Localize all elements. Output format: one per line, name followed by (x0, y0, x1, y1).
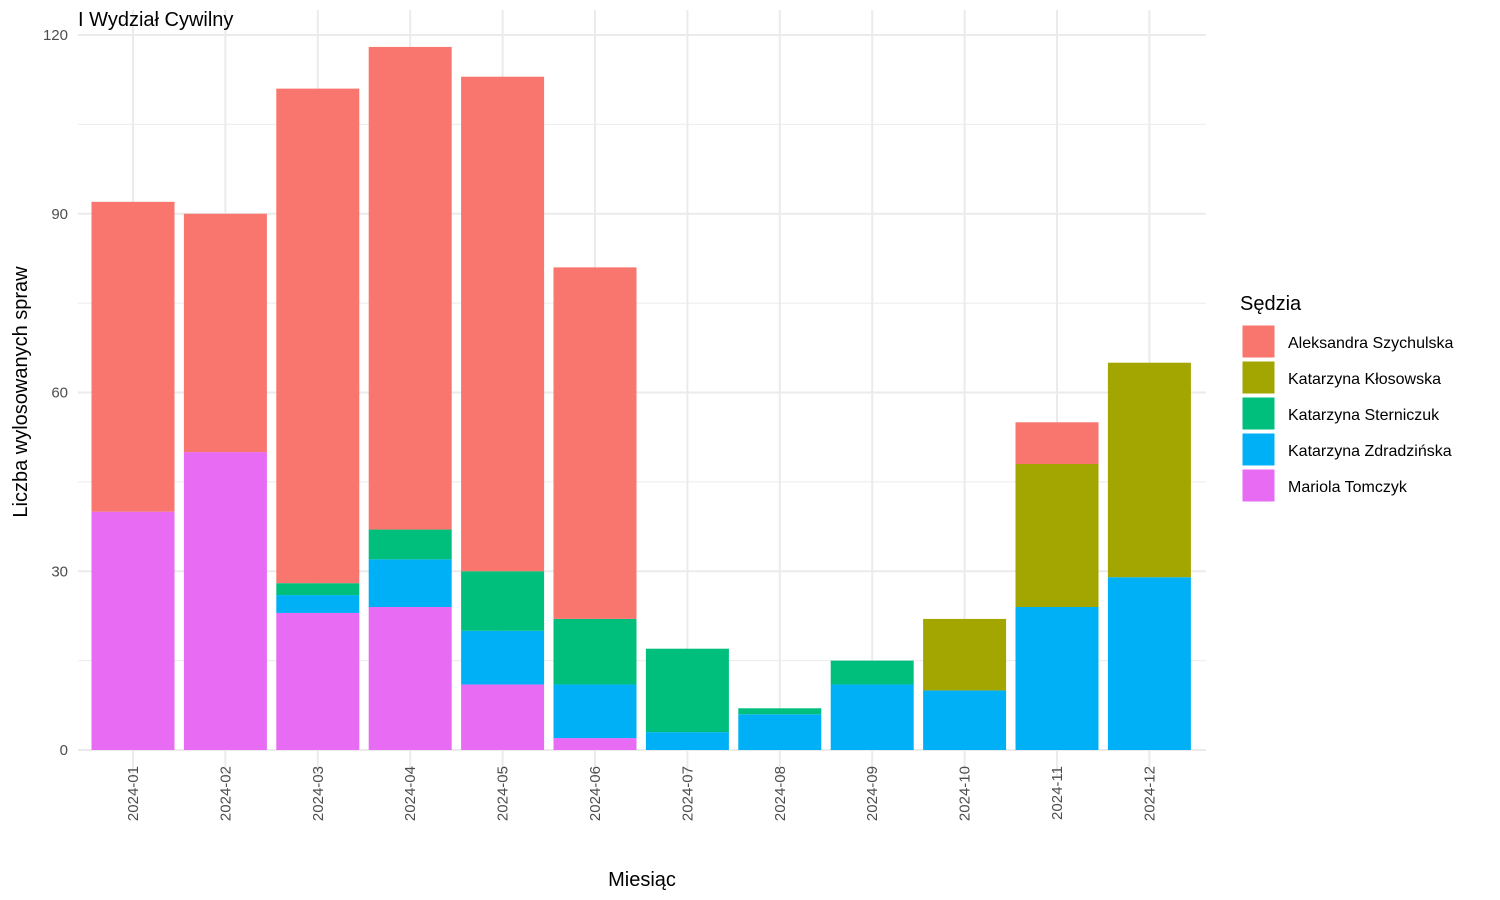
x-tick-label: 2024-08 (772, 766, 789, 821)
bar-segment (1015, 464, 1099, 607)
x-tick-label: 2024-05 (495, 766, 512, 821)
bar-segment (738, 708, 822, 715)
legend-label: Katarzyna Kłosowska (1288, 371, 1441, 388)
bar-segment (91, 201, 175, 512)
bar-segment (276, 612, 360, 750)
bar-segment (461, 684, 545, 750)
bar-segment (738, 714, 822, 750)
legend-label: Katarzyna Sterniczuk (1288, 407, 1440, 424)
bar-segment (368, 46, 452, 530)
legend-key (1241, 396, 1276, 431)
bar-segment (1015, 422, 1099, 464)
x-tick-label: 2024-11 (1049, 766, 1066, 820)
bar-segment (183, 213, 267, 453)
bar-segment (368, 559, 452, 607)
y-tick-label: 90 (51, 206, 68, 223)
bar-segment (368, 607, 452, 750)
y-axis-ticks: 0 30 60 90 120 (43, 27, 68, 759)
x-tick-label: 2024-04 (402, 766, 419, 821)
bar-segment (553, 267, 637, 619)
bar-segment (553, 738, 637, 750)
bar-segment (553, 684, 637, 739)
y-tick-label: 0 (60, 742, 68, 759)
bar-segment (645, 648, 729, 733)
bar-segment (183, 452, 267, 750)
bar-segment (830, 684, 914, 750)
x-tick-label: 2024-02 (217, 766, 234, 821)
bar-segment (1015, 607, 1099, 750)
bar-segment (368, 529, 452, 560)
x-axis-title: Miesiąc (608, 869, 676, 891)
legend-label: Katarzyna Zdradzińska (1288, 443, 1452, 460)
chart-title: I Wydział Cywilny (78, 9, 233, 31)
bar-segment (1107, 577, 1191, 750)
bar-segment (276, 595, 360, 613)
bar-segment (276, 88, 360, 584)
bar-segment (923, 690, 1007, 750)
y-axis-title: Liczba wylosowanych spraw (10, 266, 32, 518)
bar-segment (461, 76, 545, 572)
bar-segment (461, 571, 545, 631)
x-tick-label: 2024-07 (679, 766, 696, 821)
bar-segment (1107, 362, 1191, 578)
x-tick-label: 2024-09 (864, 766, 881, 821)
legend-key (1241, 432, 1276, 467)
bar-segment (91, 511, 175, 750)
x-tick-label: 2024-01 (125, 766, 142, 821)
legend-key (1241, 360, 1276, 395)
legend: Sędzia Aleksandra Szychulska Katarzyna Kł… (1240, 293, 1454, 503)
bar-segment (461, 630, 545, 685)
legend-label: Mariola Tomczyk (1288, 479, 1408, 496)
x-tick-label: 2024-12 (1141, 766, 1158, 821)
x-tick-label: 2024-10 (957, 766, 974, 821)
bar-segment (923, 618, 1007, 691)
bar-segment (830, 660, 914, 685)
bar-segment (553, 618, 637, 685)
x-tick-label: 2024-06 (587, 766, 604, 821)
bar-segment (645, 732, 729, 750)
y-tick-label: 60 (51, 385, 68, 402)
y-tick-label: 30 (51, 563, 68, 580)
legend-label: Aleksandra Szychulska (1288, 335, 1454, 352)
legend-key (1241, 324, 1276, 359)
bar-segment (276, 583, 360, 596)
y-tick-label: 120 (43, 27, 68, 44)
x-axis-ticks: 2024-01 2024-02 2024-03 2024-04 2024-05 2024-… (125, 766, 1158, 821)
x-tick-label: 2024-03 (310, 766, 327, 821)
legend-title: Sędzia (1240, 293, 1302, 315)
bars-group (91, 46, 1191, 750)
legend-key (1241, 468, 1276, 503)
